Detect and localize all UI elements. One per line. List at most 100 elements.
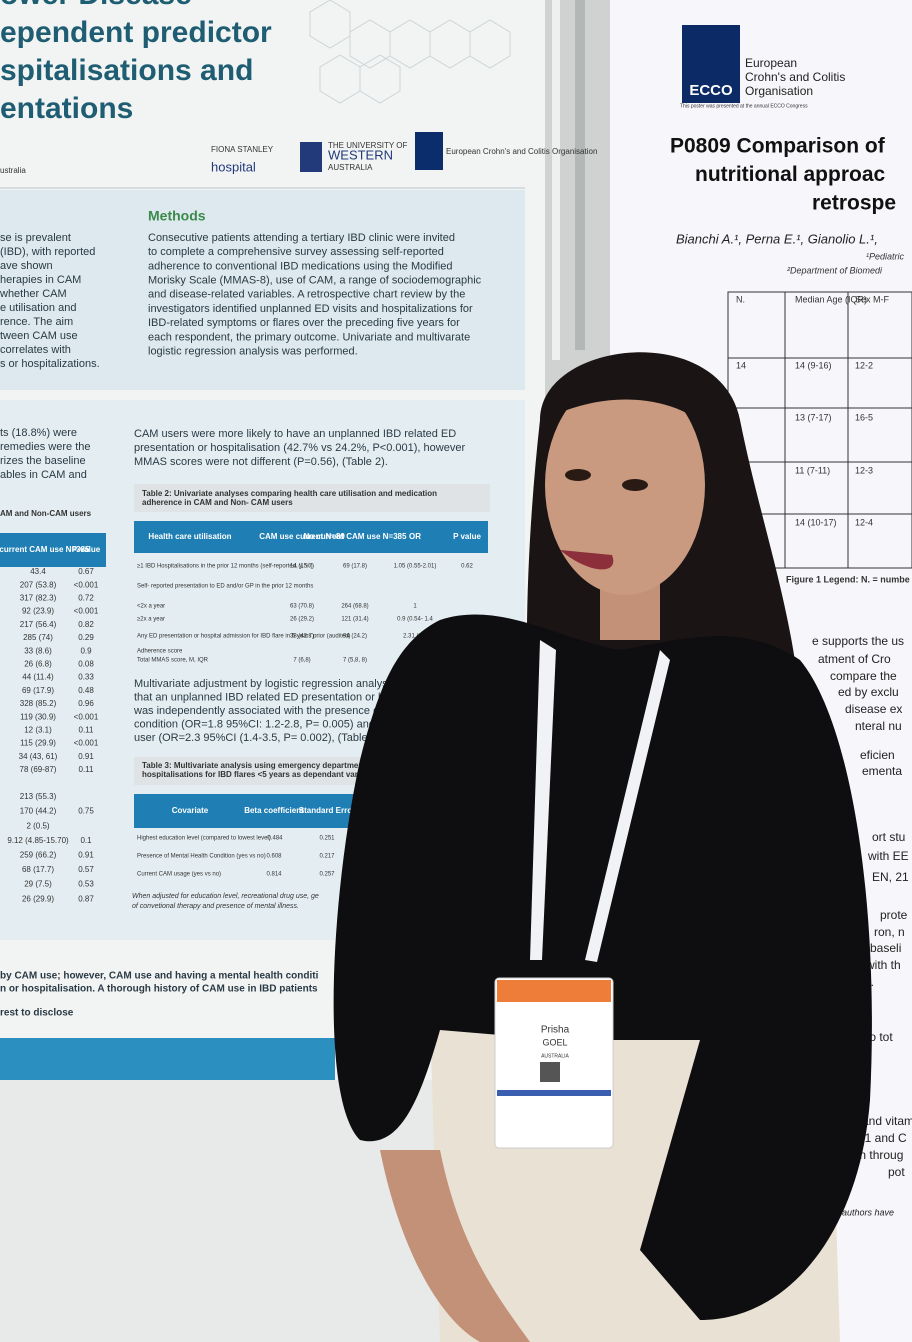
results-line: rizes the baseline [0, 455, 86, 467]
methods-line: and disease-related variables. A retrosp… [148, 289, 465, 301]
table-caption: AM and Non-CAM users [0, 509, 92, 518]
table-cell: 14 (9-16) [795, 360, 832, 370]
ecco-logo [682, 25, 740, 103]
text-fragment: e supports the us [812, 634, 904, 648]
disclosure: rest to disclose [0, 1008, 74, 1019]
table-cell: Highest education level (compared to low… [137, 836, 271, 842]
table-cell: <0.001 [74, 580, 99, 589]
table-cell: <0.001 [74, 739, 99, 748]
table-cell: 0.96 [78, 699, 94, 708]
table-cell: 14 (10-17) [795, 517, 837, 527]
text-fragment: The authors have [824, 1207, 894, 1217]
table-cell: 1 [413, 604, 417, 610]
uwa-crest [300, 142, 322, 172]
table-cell: 69 (17.8) [343, 564, 367, 570]
table-cell: 328 (85.2) [20, 699, 57, 708]
multivariate-line: condition (OR=1.8 95%CI: 1.2-2.8, P= 0.0… [134, 718, 384, 730]
methods-line: to complete a comprehensive survey asses… [148, 246, 444, 258]
table-cell: 119 (30.9) [20, 712, 56, 721]
logo-text: THE UNIVERSITY OF [328, 141, 408, 150]
table-caption: Table 3: Multivariate analysis using eme… [142, 761, 373, 770]
table-cell: 0.814 [266, 872, 282, 878]
badge-country: AUSTRALIA [541, 1053, 569, 1059]
results-line: ts (18.8%) were [0, 427, 77, 439]
org-line: Crohn's and Colitis [745, 70, 845, 84]
text-fragment: nteral nu [855, 719, 902, 733]
table-header-cell: P-value [72, 545, 101, 554]
text-fragment: with EE [867, 849, 909, 863]
table-cell: 2.31 (1.4 [403, 634, 427, 640]
table-cell: 44 (11.4) [22, 673, 54, 682]
org-line: European [745, 56, 797, 70]
text-fragment: prote [880, 908, 908, 922]
location: ustralia [0, 166, 26, 175]
table-cell: 12 (3.1) [24, 726, 52, 735]
table-cell: -0.484 [265, 836, 283, 842]
caption-box [134, 484, 490, 512]
table-caption: adherence in CAM and Non- CAM users [142, 498, 293, 507]
table-cell: 0.57 [78, 865, 94, 874]
intro-line: ave shown [0, 260, 53, 272]
table-caption: hospitalisations for IBD flares <5 years… [142, 770, 370, 779]
table-cell: 33 (8.6) [24, 646, 52, 655]
methods-line: each respondent, the primary outcome. Un… [148, 331, 470, 343]
text-fragment: pot [888, 1165, 905, 1179]
table-header [134, 521, 488, 553]
affiliation: ²Department of Biomedi [787, 265, 883, 275]
org-note: This poster was presented at the annual … [680, 103, 808, 109]
table-cell: 0.82 [78, 620, 94, 629]
table-cell: 207 (53.8) [20, 580, 57, 589]
table-cell: 92 (23.9) [22, 607, 54, 616]
table-cell: 0.9 [80, 646, 92, 655]
text-fragment: baseli [870, 941, 901, 955]
results-line: presentation or hospitalisation (42.7% v… [134, 442, 465, 454]
table-cell: 16-5 [855, 412, 873, 422]
table-caption: Table 2: Univariate analyses comparing h… [142, 489, 437, 498]
multivariate-line: user (OR=2.3 95%CI (1.4-3.5, P= 0.002), … [134, 732, 383, 744]
intro-line: e utilisation and [0, 302, 76, 314]
text-fragment: disease ex [845, 702, 902, 716]
intro-line: tween CAM use [0, 330, 78, 342]
table-cell: 26 (29.9) [22, 894, 54, 903]
table-header-cell: Health care utilisation [148, 532, 231, 541]
table-cell: 1.05 (0.55-2.01) [394, 564, 437, 570]
table-cell: 78 (69-87) [20, 765, 57, 774]
table-cell: <2x a year [137, 604, 165, 610]
table-cell: 0.72 [78, 594, 94, 603]
methods-line: Morisky Scale (MMAS-8), use of CAM, a ra… [148, 275, 482, 287]
table-cell: <0.001 [74, 712, 99, 721]
results-line: MMAS scores were not different (P=0.56),… [134, 456, 388, 468]
table-header-cell: Beta coefficient [244, 806, 304, 815]
table-header [0, 533, 106, 567]
table-cell: 0.257 [319, 872, 335, 878]
title-line: P0809 Comparison of [670, 135, 886, 158]
table-header-cell: P value [453, 532, 481, 541]
table-cell: Any ED presentation or hospital admissio… [137, 634, 350, 640]
table-cell: 217 (56.4) [20, 620, 57, 629]
table-cell: 0.11 [79, 726, 95, 735]
affiliation: ¹Pediatric [866, 251, 905, 261]
hex-pattern [309, 0, 511, 104]
section-heading: Methods [148, 208, 206, 224]
table-header-cell: N. [736, 294, 745, 304]
table-cell: 0.91 [78, 851, 94, 860]
table-header-cell: Covariate [172, 806, 209, 815]
intro-line: whether CAM [0, 288, 67, 300]
logo-text: hospital [211, 159, 256, 174]
table-cell: 13 (7-17) [795, 412, 832, 422]
table-header-cell: CAM use current N=89 [259, 532, 345, 541]
title-line: nutritional approac [695, 163, 886, 186]
table-cell: 63 (70.8) [290, 604, 314, 610]
table-cell: Total MMAS score, M, IQR [137, 658, 209, 664]
table-header-cell: No current CAM use N=385 [0, 545, 90, 554]
table-cell: 317 (82.3) [20, 594, 57, 603]
text-fragment: to tot [866, 1030, 893, 1044]
table-header-cell: OR [409, 532, 421, 541]
authors: Bianchi A.¹, Perna E.¹, Gianolio L.¹, [676, 231, 878, 246]
table-cell: 115 (29.9) [20, 739, 56, 748]
table-cell: 12-3 [855, 465, 873, 475]
table-cell: 34 (43, 61) [19, 752, 58, 761]
title-line: ependent predictor [0, 16, 272, 49]
intro-line: herapies in CAM [0, 274, 81, 286]
logo-text: WESTERN [328, 147, 393, 162]
